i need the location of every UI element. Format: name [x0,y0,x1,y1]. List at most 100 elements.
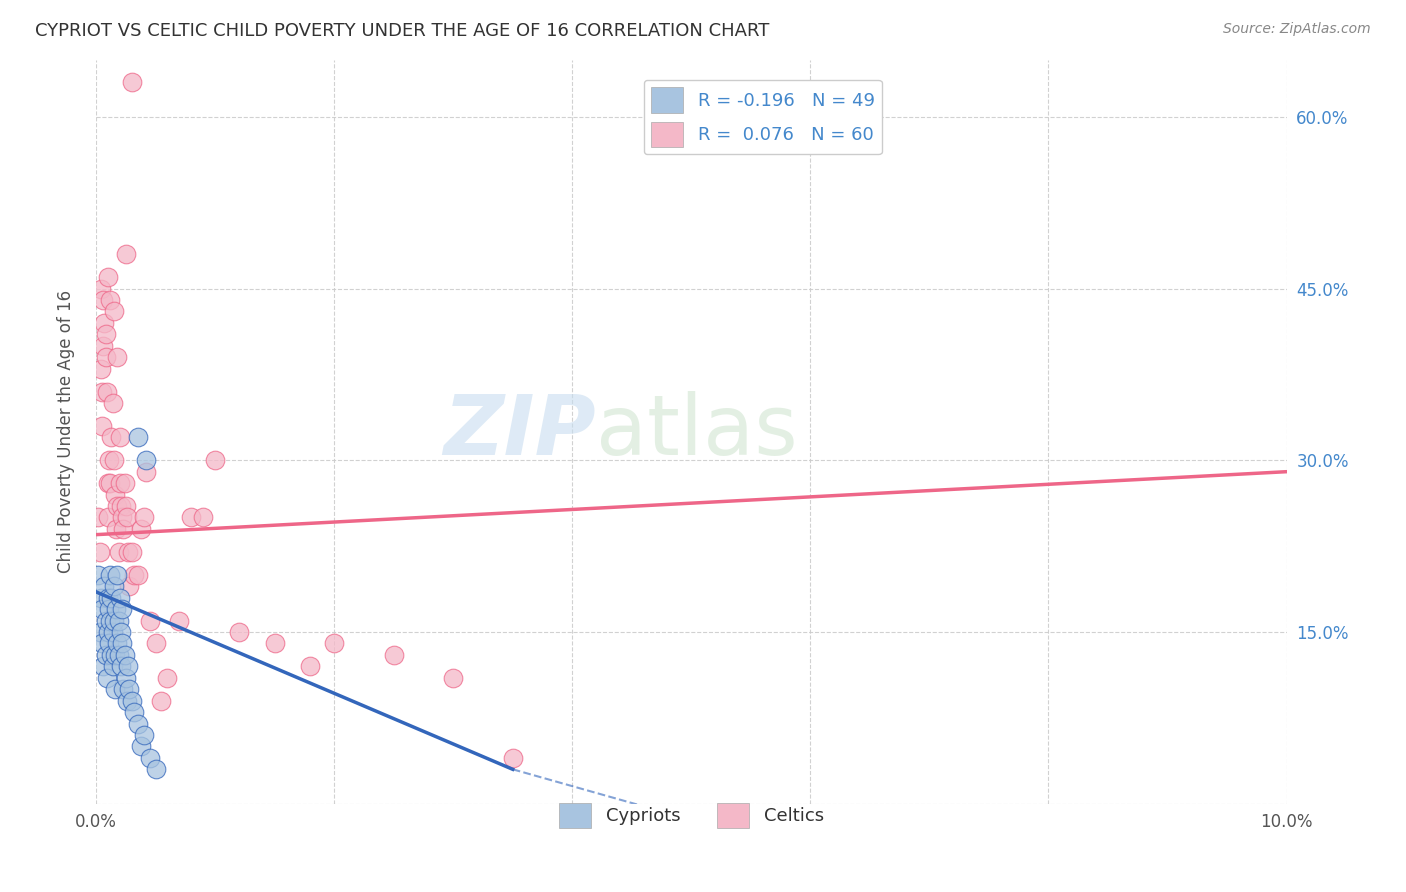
Point [98,567,121,582]
Point [110,499,132,513]
Point [145,636,167,650]
Point [169,614,191,628]
Point [441,671,464,685]
Point [107,567,129,582]
Point [111,602,134,616]
Point [91,339,114,353]
Point [104,682,127,697]
Point [97,510,120,524]
Point [115,693,138,707]
Text: Source: ZipAtlas.com: Source: ZipAtlas.com [1223,22,1371,37]
Point [97,591,120,605]
Point [101,396,124,410]
Point [96,384,118,399]
Point [323,636,346,650]
Point [107,350,129,364]
Point [100,591,122,605]
Point [89,624,111,639]
Point [90,281,112,295]
Point [382,648,405,662]
Point [107,545,129,559]
Point [98,636,121,650]
Point [108,591,131,605]
Point [191,510,214,524]
Point [145,762,167,776]
Point [127,567,149,582]
Point [129,522,152,536]
Point [121,75,143,89]
Point [115,510,138,524]
Point [150,693,173,707]
Point [114,499,136,513]
Point [114,247,136,261]
Point [97,270,120,285]
Point [180,510,202,524]
Point [127,716,149,731]
Point [97,476,120,491]
Point [127,430,149,444]
Point [90,361,112,376]
Point [103,614,125,628]
Point [121,693,143,707]
Point [87,567,110,582]
Point [105,602,128,616]
Point [108,430,131,444]
Point [98,602,121,616]
Point [104,487,127,501]
Point [94,614,117,628]
Point [91,384,114,399]
Point [93,316,115,330]
Point [117,659,139,673]
Point [94,327,117,342]
Point [97,624,120,639]
Point [114,476,136,491]
Point [110,659,132,673]
Point [110,624,132,639]
Point [96,671,118,685]
Point [204,453,226,467]
Point [299,659,322,673]
Point [108,476,131,491]
Point [132,510,155,524]
Point [107,648,129,662]
Point [101,624,124,639]
Point [118,682,141,697]
Point [502,751,524,765]
Text: atlas: atlas [596,391,797,472]
Y-axis label: Child Poverty Under the Age of 16: Child Poverty Under the Age of 16 [58,290,75,574]
Point [135,465,157,479]
Point [132,728,155,742]
Point [90,591,112,605]
Point [103,453,125,467]
Point [91,293,114,307]
Text: ZIP: ZIP [443,391,596,472]
Point [122,705,145,719]
Point [122,567,145,582]
Point [100,430,122,444]
Point [101,659,124,673]
Point [98,453,121,467]
Point [93,579,115,593]
Legend: Cypriots, Celtics: Cypriots, Celtics [551,796,831,836]
Point [118,579,141,593]
Point [91,418,114,433]
Point [104,648,127,662]
Point [228,624,250,639]
Point [156,671,179,685]
Point [129,739,152,754]
Point [111,510,134,524]
Point [263,636,285,650]
Point [138,614,160,628]
Point [103,579,125,593]
Point [117,545,139,559]
Text: CYPRIOT VS CELTIC CHILD POVERTY UNDER THE AGE OF 16 CORRELATION CHART: CYPRIOT VS CELTIC CHILD POVERTY UNDER TH… [35,22,769,40]
Point [103,304,125,318]
Point [107,499,129,513]
Point [98,476,121,491]
Point [112,682,135,697]
Point [105,522,128,536]
Point [121,545,143,559]
Point [98,614,121,628]
Point [91,659,114,673]
Point [94,350,117,364]
